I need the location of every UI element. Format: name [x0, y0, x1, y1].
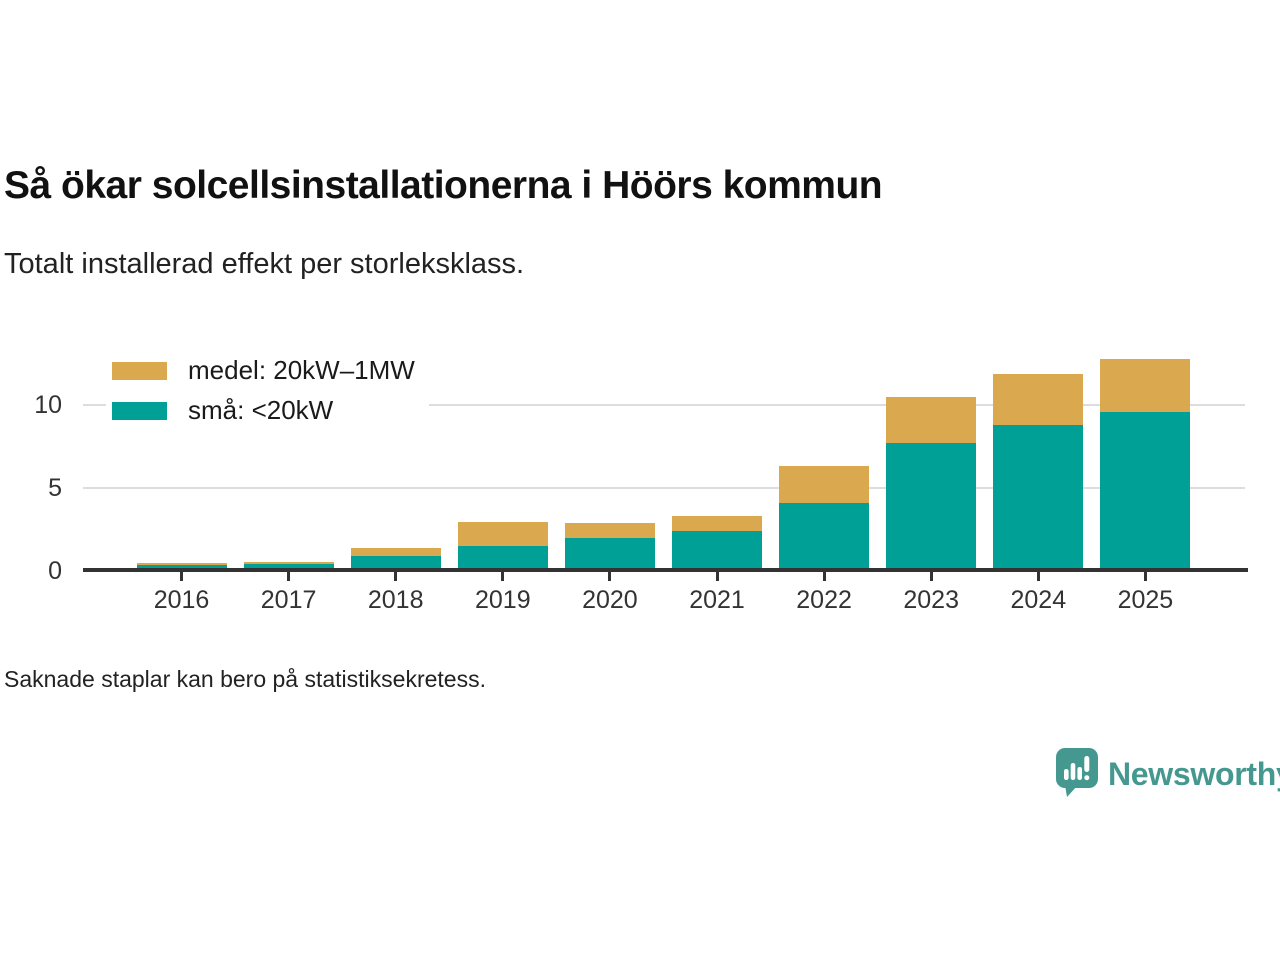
chart-title: Så ökar solcellsinstallationerna i Höörs…: [4, 164, 883, 207]
x-axis-line: [83, 568, 1248, 572]
bar-2019-medel: [457, 522, 548, 546]
x-tick-label-2021: 2021: [689, 586, 745, 614]
x-tick-2018: [394, 572, 398, 581]
x-tick-label-2017: 2017: [260, 586, 317, 614]
bar-2018-sma: [350, 556, 441, 571]
y-tick-label-5: 5: [48, 474, 62, 502]
legend-swatch-medel: [112, 361, 167, 380]
x-tick-label-2020: 2020: [582, 586, 638, 614]
x-tick-2019: [501, 572, 505, 581]
x-tick-2024: [1036, 572, 1040, 581]
bar-2022-sma: [779, 503, 870, 571]
x-tick-2020: [608, 572, 612, 581]
legend-swatch-sma: [112, 401, 167, 420]
gridline-y5: [83, 487, 1245, 489]
legend-item-sma: små: <20kW: [106, 392, 429, 429]
y-tick-label-0: 0: [48, 557, 62, 585]
x-tick-label-2019: 2019: [474, 586, 531, 614]
bar-2024-sma: [993, 425, 1084, 571]
bar-2017-sma: [243, 564, 334, 571]
mini-bar-chart-glyph: [1064, 756, 1090, 781]
x-tick-label-2016: 2016: [153, 586, 210, 614]
x-tick-2025: [1143, 572, 1147, 581]
speech-bubble-shape: [1056, 748, 1098, 797]
newsworthy-wordmark: Newsworthy: [1108, 756, 1280, 792]
bar-2018-medel: [350, 548, 441, 556]
y-tick-label-10: 10: [34, 391, 62, 419]
x-tick-label-2025: 2025: [1117, 586, 1174, 614]
bar-2019-sma: [457, 546, 548, 571]
newsworthy-branding: Newsworthy: [1055, 747, 1280, 802]
bar-2023-medel: [886, 397, 977, 443]
chart-subtitle: Totalt installerad effekt per storlekskl…: [4, 248, 525, 280]
bar-2020-sma: [564, 538, 655, 571]
x-tick-label-2024: 2024: [1010, 586, 1067, 614]
bar-2021-sma: [672, 531, 762, 571]
bar-2023-sma: [886, 443, 977, 571]
chart-footnote: Saknade staplar kan bero på statistiksek…: [4, 666, 486, 692]
x-tick-2022: [822, 572, 826, 581]
x-tick-label-2018: 2018: [367, 586, 424, 614]
x-tick-2021: [715, 572, 719, 581]
newsworthy-logo-icon: [1055, 747, 1099, 802]
bar-2017-medel: [243, 562, 334, 564]
bar-2016-medel: [136, 563, 227, 565]
bar-2021-medel: [672, 516, 762, 531]
bar-2020-medel: [564, 523, 655, 538]
bar-2022-medel: [779, 466, 870, 503]
bar-2025-sma: [1100, 412, 1191, 571]
x-tick-2023: [929, 572, 933, 581]
chart-legend: medel: 20kW–1MW små: <20kW: [106, 352, 429, 429]
x-tick-label-2023: 2023: [903, 586, 959, 614]
legend-label-sma: små: <20kW: [188, 395, 334, 425]
x-tick-label-2022: 2022: [796, 586, 852, 614]
gridline-y10: [83, 404, 1245, 406]
bar-2025-medel: [1100, 359, 1191, 412]
legend-item-medel: medel: 20kW–1MW: [106, 352, 429, 389]
bar-2024-medel: [993, 374, 1084, 425]
legend-label-medel: medel: 20kW–1MW: [188, 355, 415, 385]
x-tick-2017: [287, 572, 291, 581]
x-tick-2016: [180, 572, 183, 581]
